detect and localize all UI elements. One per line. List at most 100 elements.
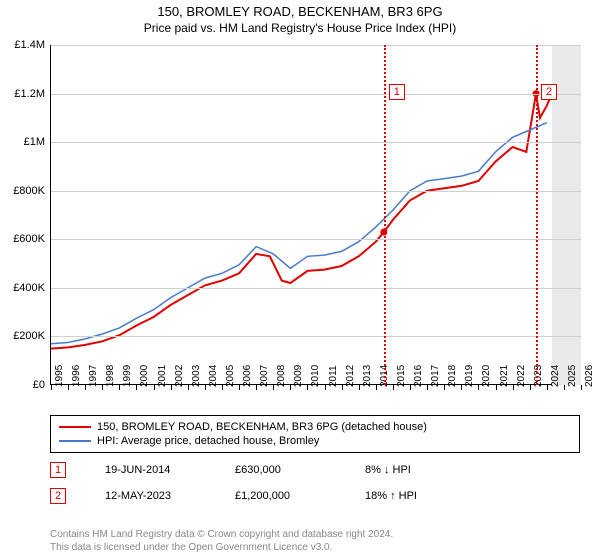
x-tick-label: 2003: [191, 365, 202, 387]
x-tick-mark: [154, 385, 155, 390]
legend-row: 150, BROMLEY ROAD, BECKENHAM, BR3 6PG (d…: [59, 420, 571, 434]
x-tick-label: 2025: [567, 365, 578, 387]
y-tick-label: £800K: [13, 185, 45, 197]
x-tick-label: 2001: [157, 365, 168, 387]
x-tick-mark: [581, 385, 582, 390]
y-tick-label: £1.2M: [14, 88, 45, 100]
x-tick-label: 2020: [481, 365, 492, 387]
x-tick-label: 2005: [225, 365, 236, 387]
x-tick-label: 2016: [413, 365, 424, 387]
sale-price: £1,200,000: [235, 490, 365, 502]
x-tick-label: 2026: [584, 365, 595, 387]
sale-marker-box: 1: [389, 84, 405, 100]
x-tick-mark: [342, 385, 343, 390]
y-gridline: [51, 336, 581, 337]
x-tick-mark: [188, 385, 189, 390]
y-gridline: [51, 191, 581, 192]
chart-lines-svg: [51, 45, 581, 385]
x-tick-label: 2012: [345, 365, 356, 387]
x-tick-label: 1998: [105, 365, 116, 387]
x-tick-mark: [256, 385, 257, 390]
chart-plot-area: £0£200K£400K£600K£800K£1M£1.2M£1.4M19951…: [50, 45, 580, 385]
x-tick-mark: [564, 385, 565, 390]
footer-line-1: Contains HM Land Registry data © Crown c…: [50, 528, 393, 541]
x-tick-mark: [427, 385, 428, 390]
legend-swatch: [59, 426, 91, 428]
sale-delta: 8% ↓ HPI: [365, 464, 495, 476]
x-tick-label: 2000: [139, 365, 150, 387]
sale-date: 19-JUN-2014: [105, 464, 235, 476]
sale-row-1: 1 19-JUN-2014 £630,000 8% ↓ HPI: [50, 462, 580, 478]
sale-marker-box: 2: [541, 84, 557, 100]
sale-marker-line: [384, 45, 386, 385]
x-tick-label: 2023: [533, 365, 544, 387]
y-gridline: [51, 239, 581, 240]
y-tick-label: £0: [33, 379, 45, 391]
y-tick-label: £1M: [24, 136, 45, 148]
y-gridline: [51, 94, 581, 95]
y-gridline: [51, 142, 581, 143]
x-tick-mark: [461, 385, 462, 390]
x-tick-mark: [290, 385, 291, 390]
legend-label: 150, BROMLEY ROAD, BECKENHAM, BR3 6PG (d…: [97, 421, 427, 433]
x-tick-label: 2019: [464, 365, 475, 387]
x-tick-label: 2009: [293, 365, 304, 387]
series-line-price_paid: [51, 94, 552, 349]
x-tick-mark: [119, 385, 120, 390]
x-tick-label: 2018: [447, 365, 458, 387]
sale-marker-1: 1: [50, 462, 66, 478]
x-tick-mark: [513, 385, 514, 390]
x-tick-mark: [68, 385, 69, 390]
x-tick-label: 2010: [310, 365, 321, 387]
x-tick-label: 2008: [276, 365, 287, 387]
x-tick-mark: [444, 385, 445, 390]
x-tick-mark: [273, 385, 274, 390]
x-tick-mark: [171, 385, 172, 390]
y-tick-label: £200K: [13, 330, 45, 342]
x-tick-mark: [222, 385, 223, 390]
x-tick-mark: [496, 385, 497, 390]
x-tick-mark: [325, 385, 326, 390]
x-tick-mark: [307, 385, 308, 390]
x-tick-mark: [393, 385, 394, 390]
x-tick-label: 2015: [396, 365, 407, 387]
y-tick-label: £1.4M: [14, 39, 45, 51]
sale-delta: 18% ↑ HPI: [365, 490, 495, 502]
y-gridline: [51, 45, 581, 46]
x-tick-mark: [478, 385, 479, 390]
x-tick-mark: [239, 385, 240, 390]
x-tick-mark: [359, 385, 360, 390]
x-tick-label: 2011: [328, 365, 339, 387]
x-tick-label: 2021: [499, 365, 510, 387]
x-tick-label: 2022: [516, 365, 527, 387]
x-tick-mark: [85, 385, 86, 390]
sale-marker-line: [536, 45, 538, 385]
x-tick-mark: [51, 385, 52, 390]
page-title: 150, BROMLEY ROAD, BECKENHAM, BR3 6PG: [0, 0, 600, 19]
x-tick-label: 2017: [430, 365, 441, 387]
x-tick-label: 2013: [362, 365, 373, 387]
x-tick-label: 1997: [88, 365, 99, 387]
x-tick-label: 1999: [122, 365, 133, 387]
footer-line-2: This data is licensed under the Open Gov…: [50, 541, 393, 554]
x-tick-label: 2006: [242, 365, 253, 387]
x-tick-label: 2002: [174, 365, 185, 387]
x-tick-mark: [547, 385, 548, 390]
x-tick-label: 1996: [71, 365, 82, 387]
legend-swatch: [59, 440, 91, 442]
x-tick-label: 2004: [208, 365, 219, 387]
sale-date: 12-MAY-2023: [105, 490, 235, 502]
page-subtitle: Price paid vs. HM Land Registry's House …: [0, 19, 600, 35]
x-tick-label: 2007: [259, 365, 270, 387]
x-tick-mark: [410, 385, 411, 390]
y-gridline: [51, 288, 581, 289]
footer-attribution: Contains HM Land Registry data © Crown c…: [50, 528, 393, 554]
sale-price: £630,000: [235, 464, 365, 476]
x-tick-mark: [530, 385, 531, 390]
x-tick-mark: [376, 385, 377, 390]
sale-row-2: 2 12-MAY-2023 £1,200,000 18% ↑ HPI: [50, 488, 580, 504]
legend-row: HPI: Average price, detached house, Brom…: [59, 434, 571, 448]
legend-box: 150, BROMLEY ROAD, BECKENHAM, BR3 6PG (d…: [50, 415, 580, 453]
x-tick-label: 2024: [550, 365, 561, 387]
legend-label: HPI: Average price, detached house, Brom…: [97, 435, 319, 447]
